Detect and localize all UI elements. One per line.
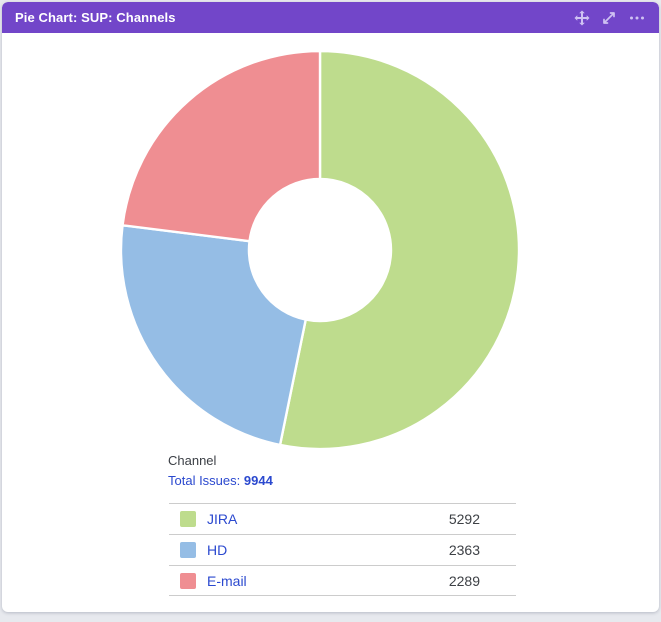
legend-label-hd[interactable]: HD (207, 542, 228, 558)
pie-slice-jira[interactable] (278, 49, 521, 451)
pie-slice-hd[interactable] (119, 224, 307, 447)
gadget-header-actions (574, 10, 646, 26)
pie-chart-gadget: Pie Chart: SUP: Channels (2, 2, 659, 612)
move-icon[interactable] (574, 10, 590, 26)
group-by-label: Channel (168, 453, 217, 468)
gadget-header: Pie Chart: SUP: Channels (2, 2, 659, 33)
more-icon[interactable] (628, 11, 646, 25)
jira-swatch (180, 511, 196, 527)
legend-value-email: 2289 (448, 572, 480, 589)
email-swatch (180, 572, 196, 589)
legend-label-email[interactable]: E-mail (207, 572, 247, 589)
legend-row-email: E-mail 2289 (169, 565, 516, 596)
total-issues-label: Total Issues: (168, 473, 244, 488)
total-issues-line: Total Issues: 9944 (168, 473, 273, 488)
legend-row-jira: JIRA 5292 (169, 503, 516, 534)
donut-chart (118, 48, 522, 452)
pie-slice-e-mail[interactable] (121, 49, 322, 243)
legend-value-hd: 2363 (448, 542, 480, 558)
gadget-title: Pie Chart: SUP: Channels (15, 10, 176, 25)
pie-svg (119, 49, 521, 451)
total-issues-value: 9944 (243, 473, 273, 488)
legend-value-jira: 5292 (448, 511, 480, 527)
legend-table: JIRA 5292 HD 2363 E-mail 2289 (169, 503, 516, 596)
chart-summary: Channel Total Issues: 9944 (168, 453, 273, 488)
legend-row-hd: HD 2363 (169, 534, 516, 565)
legend-label-jira[interactable]: JIRA (207, 511, 238, 527)
expand-icon[interactable] (602, 11, 616, 25)
hd-swatch (180, 542, 196, 558)
